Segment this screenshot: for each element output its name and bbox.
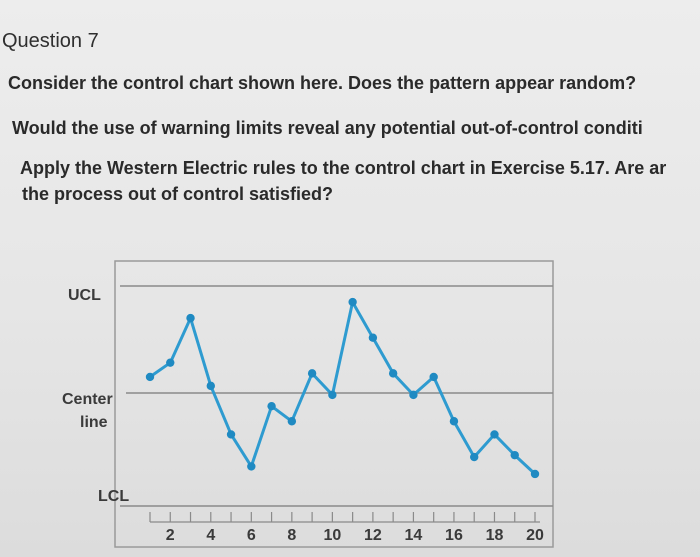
x-tick-label: 20 [526, 527, 544, 544]
data-point [206, 381, 215, 391]
question-text-line-3: Apply the Western Electric rules to the … [20, 158, 667, 178]
data-point [409, 390, 418, 400]
data-point [348, 297, 357, 307]
question-text-line-2: Would the use of warning limits reveal a… [12, 118, 643, 138]
data-point [490, 430, 499, 439]
data-point [328, 390, 337, 400]
center-line-label-1: Center [62, 391, 113, 408]
data-point [267, 401, 276, 411]
data-point [166, 358, 175, 367]
x-axis-tick-labels: 2 4 6 8 10 12 14 16 18 20 [166, 527, 544, 544]
data-point [287, 417, 297, 426]
data-point [388, 369, 398, 378]
center-line-label-2: line [80, 414, 108, 431]
question-label: Question 7 [2, 30, 99, 52]
data-point [307, 369, 317, 378]
ucl-label: UCL [68, 287, 101, 304]
x-tick-label: 2 [166, 527, 175, 544]
x-tick-label: 12 [364, 527, 382, 544]
data-point [247, 462, 256, 471]
data-point [510, 450, 519, 460]
series-points [145, 297, 540, 479]
data-point [368, 333, 378, 342]
data-point [530, 469, 540, 479]
chart-frame [114, 260, 554, 548]
data-point [186, 313, 195, 323]
question-text-line-1: Consider the control chart shown here. D… [8, 73, 637, 93]
series-line [149, 300, 537, 476]
x-axis-ticks [149, 512, 540, 523]
question-text-line-4: the process out of control satisfied? [22, 184, 334, 204]
data-point [429, 372, 438, 382]
x-tick-label: 16 [445, 527, 463, 544]
data-point [145, 372, 155, 382]
x-tick-label: 6 [247, 527, 256, 544]
data-point [449, 417, 459, 426]
x-tick-label: 10 [323, 527, 341, 544]
x-tick-label: 4 [206, 527, 215, 544]
x-tick-label: 8 [287, 527, 296, 544]
data-point [226, 430, 236, 439]
data-point [470, 452, 479, 462]
x-tick-label: 18 [486, 527, 504, 544]
lcl-label: LCL [98, 488, 129, 505]
x-tick-label: 14 [405, 527, 423, 544]
